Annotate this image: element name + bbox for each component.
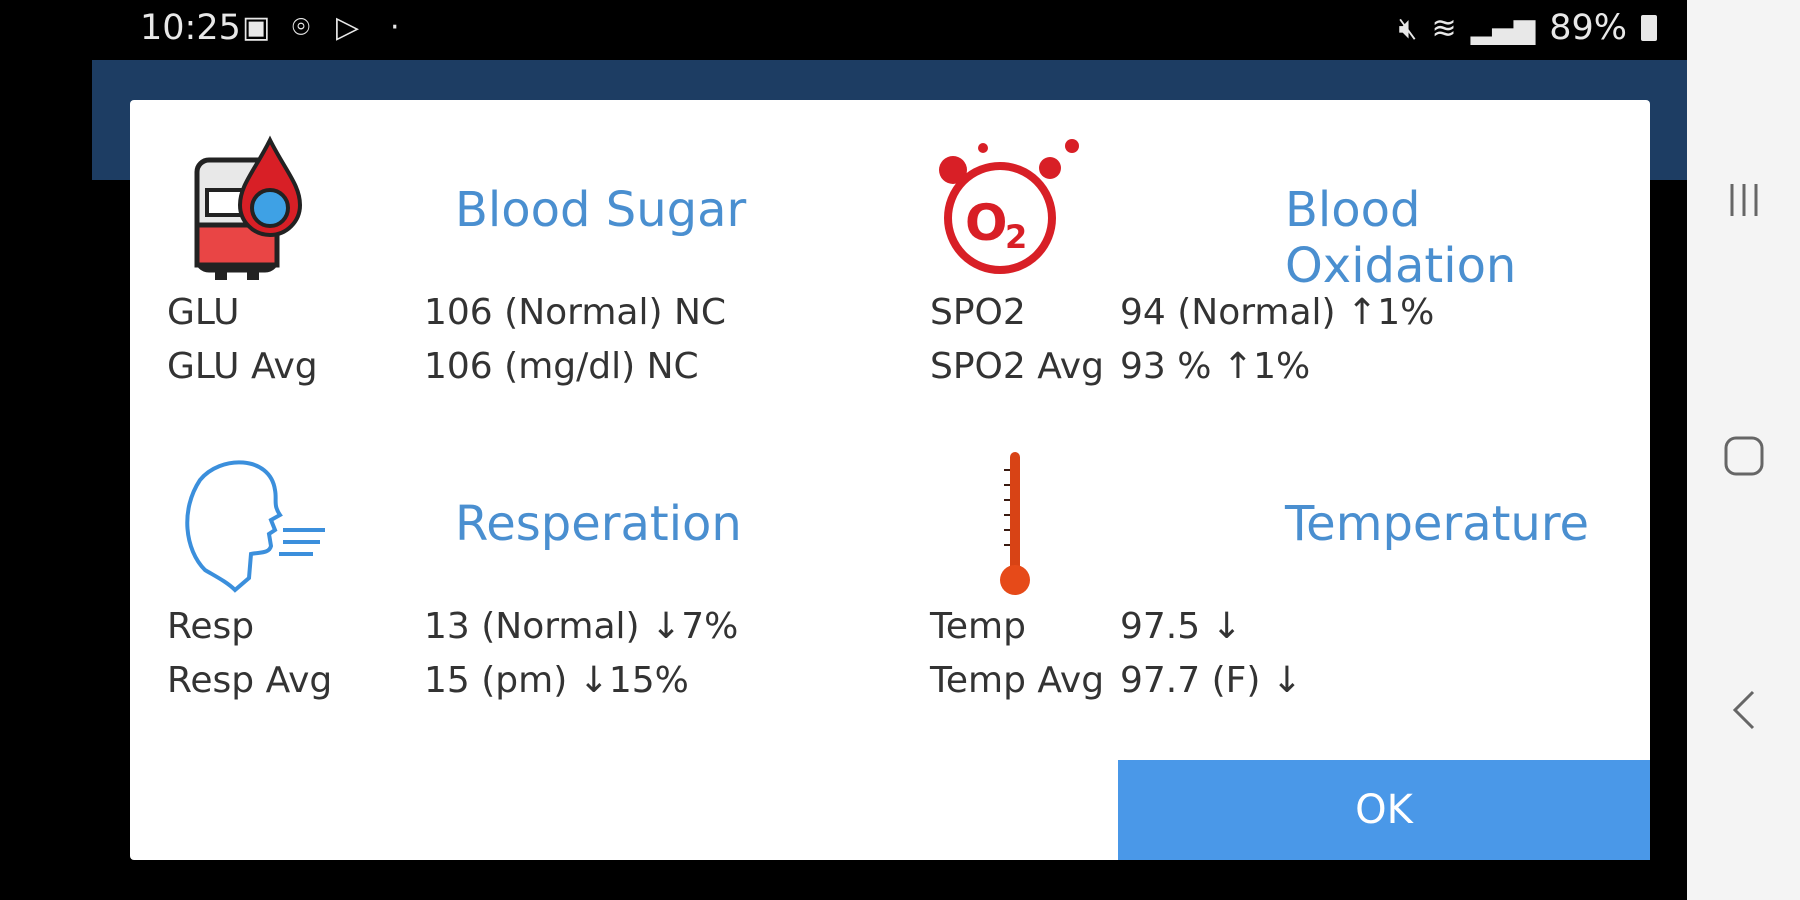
vitals-dialog: Blood Sugar GLU 106 (Normal) NC GLU Avg … — [130, 100, 1650, 860]
breathing-head-icon — [175, 450, 335, 600]
spo2-value: 94 (Normal) ↑1% — [1120, 292, 1435, 333]
temp-label: Temp — [930, 606, 1026, 647]
image-icon: ▣ — [242, 10, 271, 45]
recent-apps-icon[interactable] — [1687, 180, 1800, 220]
temperature-section: Temperature Temp 97.5 ↓ Temp Avg 97.7 (F… — [890, 430, 1650, 760]
battery-percent: 89% — [1549, 8, 1627, 48]
back-icon[interactable] — [1687, 688, 1800, 732]
svg-text:O: O — [965, 194, 1008, 252]
blood-oxidation-section: O 2 Blood Oxidation SPO2 94 (Normal) ↑1%… — [890, 100, 1650, 430]
resp-label: Resp — [167, 606, 255, 647]
wifi-icon: ≋ — [1431, 10, 1457, 46]
temp-value: 97.5 ↓ — [1120, 606, 1242, 647]
ok-button[interactable]: OK — [1118, 760, 1650, 860]
blood-sugar-section: Blood Sugar GLU 106 (Normal) NC GLU Avg … — [130, 100, 890, 430]
home-icon[interactable] — [1687, 434, 1800, 478]
blood-sugar-title: Blood Sugar — [455, 182, 747, 238]
glu-avg-value: 106 (mg/dl) NC — [424, 346, 699, 387]
status-right: 🔇︎ ≋ ▂▄▆ 89% — [1399, 8, 1657, 48]
resp-avg-label: Resp Avg — [167, 660, 333, 701]
respiration-section: Resperation Resp 13 (Normal) ↓7% Resp Av… — [130, 430, 890, 760]
status-time: 10:25 — [140, 8, 241, 48]
resp-value: 13 (Normal) ↓7% — [424, 606, 739, 647]
battery-icon — [1641, 15, 1657, 41]
resp-avg-value: 15 (pm) ↓15% — [424, 660, 689, 701]
mute-icon: 🔇︎ — [1398, 10, 1418, 46]
location-icon: ⌾ — [292, 10, 310, 45]
spo2-avg-label: SPO2 Avg — [930, 346, 1104, 387]
temperature-title: Temperature — [1285, 496, 1590, 552]
blood-oxidation-title: Blood Oxidation — [1285, 182, 1517, 294]
thermometer-icon — [990, 450, 1040, 600]
oxygen-o2-icon: O 2 — [935, 130, 1085, 280]
blood-bag-icon — [175, 130, 325, 280]
respiration-title: Resperation — [455, 496, 742, 552]
status-bar: 10:25 ▣ ⌾ ▷ · 🔇︎ ≋ ▂▄▆ 89% — [0, 0, 1687, 60]
dot-icon: · — [390, 10, 400, 45]
glu-value: 106 (Normal) NC — [424, 292, 727, 333]
android-nav-bar — [1687, 0, 1800, 900]
spo2-label: SPO2 — [930, 292, 1026, 333]
glu-label: GLU — [167, 292, 240, 333]
temp-avg-value: 97.7 (F) ↓ — [1120, 660, 1303, 701]
temp-avg-label: Temp Avg — [930, 660, 1105, 701]
svg-text:2: 2 — [1005, 218, 1027, 256]
spo2-avg-value: 93 % ↑1% — [1120, 346, 1311, 387]
device-screen: 10:25 ▣ ⌾ ▷ · 🔇︎ ≋ ▂▄▆ 89% — [0, 0, 1687, 860]
signal-icon: ▂▄▆ — [1470, 11, 1536, 45]
play-store-icon: ▷ — [336, 10, 360, 45]
glu-avg-label: GLU Avg — [167, 346, 318, 387]
